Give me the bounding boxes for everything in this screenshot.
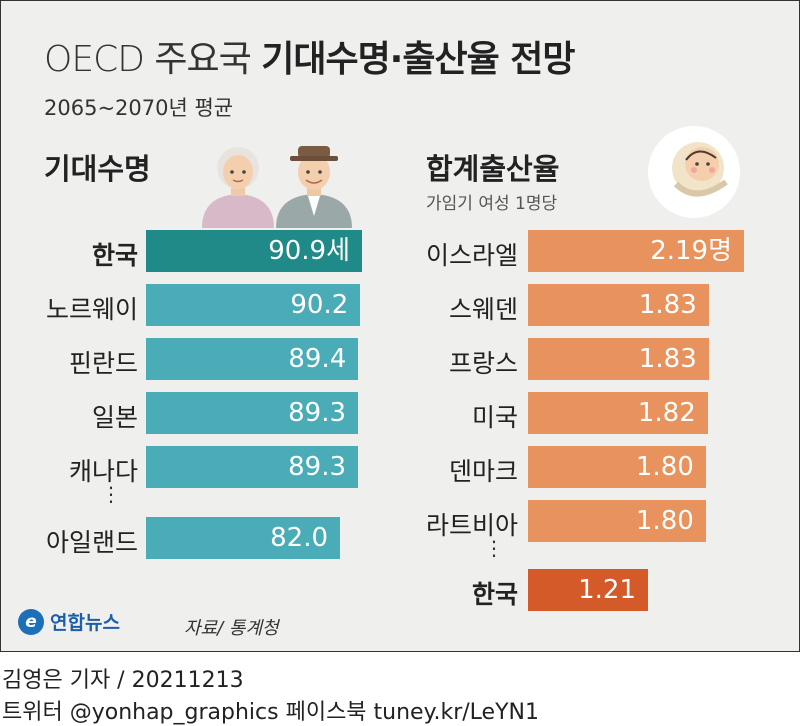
reporter-credit: 김영은 기자 / 20211213 (2, 668, 244, 693)
bar (528, 230, 744, 272)
page-subtitle: 2065~2070년 평균 (44, 96, 234, 120)
bar (528, 392, 708, 434)
bar-label: 일본 (91, 403, 138, 432)
bar-value-label: 1.80 (635, 452, 694, 482)
bar (528, 569, 648, 611)
bar-label: 덴마크 (448, 457, 518, 486)
bar-value-label: 1.21 (578, 575, 636, 605)
bar (146, 517, 340, 559)
fertility-rate-title: 합계출산율 (426, 152, 560, 186)
yonhap-logo-text: 연합뉴스 (50, 612, 120, 634)
bar (528, 500, 706, 542)
bar-label: 프랑스 (448, 349, 518, 378)
bar-value-label: 1.83 (638, 344, 697, 374)
bar (146, 230, 362, 272)
bar (146, 446, 359, 488)
bar (528, 338, 709, 380)
page-title: OECD 주요국 기대수명·출산율 전망 (44, 30, 576, 82)
yonhap-logo: e 연합뉴스 (18, 608, 120, 635)
bar-label: 스웨덴 (448, 295, 518, 324)
bar-value-label: 90.2 (290, 290, 349, 320)
social-credit: 트위터 @yonhap_graphics 페이스북 tuney.kr/LeYN1 (2, 700, 539, 725)
bar-value-label: 2.19명 (650, 236, 732, 266)
bar (528, 284, 709, 326)
title-bold: 기대수명·출산율 전망 (261, 39, 575, 80)
bar-label: 이스라엘 (425, 241, 518, 270)
elderly-couple-illustration (202, 146, 352, 228)
bar-value-label: 89.4 (288, 344, 347, 374)
fertility-rate-subtitle: 가임기 여성 1명당 (426, 194, 558, 214)
infographic-frame (0, 0, 800, 652)
bar-label: 아일랜드 (45, 528, 138, 557)
grandfather-icon (276, 146, 352, 228)
bar-value-label: 1.83 (638, 290, 697, 320)
bar-label: 캐나다 (68, 457, 138, 486)
yonhap-logo-mark: e (18, 608, 44, 635)
bar-value-label: 90.9세 (268, 236, 350, 266)
bar-label: 라트비아 (425, 511, 518, 540)
bar (146, 284, 361, 326)
bar-value-label: 89.3 (288, 452, 347, 482)
bar (146, 338, 359, 380)
title-light: OECD 주요국 (44, 39, 252, 80)
baby-illustration (648, 126, 740, 218)
bar-label: 한국 (91, 241, 138, 270)
bar (528, 446, 706, 488)
bar-label: 미국 (471, 403, 518, 432)
bar-value-label: 82.0 (270, 523, 328, 553)
bar-label: 한국 (471, 580, 518, 609)
bar-value-label: 1.82 (637, 398, 696, 428)
bar-value-label: 89.3 (288, 398, 347, 428)
life-expectancy-title: 기대수명 (44, 152, 151, 186)
birth-ellipsis: ⋮ (484, 536, 504, 560)
data-source: 자료/ 통계청 (184, 618, 279, 639)
bar (146, 392, 359, 434)
life-ellipsis: ⋮ (101, 482, 121, 506)
bar-value-label: 1.80 (635, 506, 694, 536)
bar-label: 핀란드 (68, 349, 138, 378)
grandmother-icon (202, 147, 274, 228)
bar-label: 노르웨이 (45, 295, 138, 324)
